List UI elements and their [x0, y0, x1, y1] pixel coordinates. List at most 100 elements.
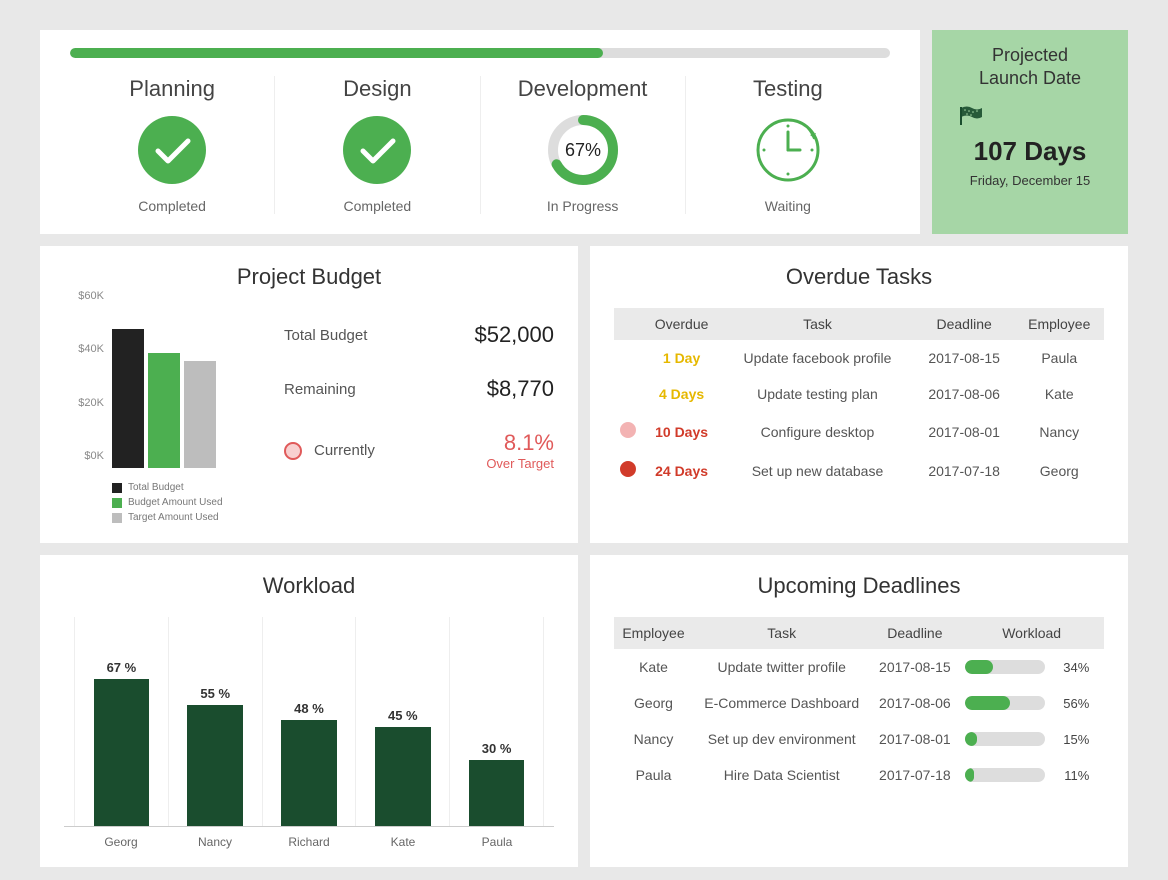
- phases-card: Planning Completed Design Completed Deve…: [40, 30, 920, 234]
- workload-bar: [281, 720, 337, 826]
- overdue-table: OverdueTaskDeadlineEmployee 1 Day Update…: [614, 308, 1104, 490]
- workload-label: Georg: [74, 835, 168, 849]
- workload-bar-col: 48 %: [262, 617, 356, 826]
- workload-pct: 56%: [1053, 696, 1089, 711]
- phase-testing: Testing Waiting: [685, 76, 890, 214]
- workload-bar-col: 30 %: [449, 617, 544, 826]
- total-budget-value: $52,000: [474, 322, 554, 348]
- table-row: 10 Days Configure desktop 2017-08-01 Nan…: [614, 412, 1104, 451]
- workload-bar-col: 55 %: [168, 617, 262, 826]
- budget-card: Project Budget $0K$20K$40K$60K Total Bud…: [40, 246, 578, 543]
- employee-cell: Kate: [614, 649, 693, 685]
- task-cell: Update twitter profile: [693, 649, 870, 685]
- employee-cell: Paula: [614, 757, 693, 793]
- task-cell: E-Commerce Dashboard: [693, 685, 870, 721]
- overdue-card: Overdue Tasks OverdueTaskDeadlineEmploye…: [590, 246, 1128, 543]
- task-cell: Update testing plan: [721, 376, 914, 412]
- phase-title: Planning: [70, 76, 274, 102]
- launch-date: Friday, December 15: [942, 173, 1118, 188]
- workload-value: 48 %: [294, 701, 324, 716]
- table-header: Employee: [1015, 308, 1104, 340]
- budget-title: Project Budget: [64, 264, 554, 290]
- deadline-cell: 2017-07-18: [870, 757, 959, 793]
- legend-item: Total Budget: [112, 480, 264, 495]
- phase-title: Testing: [686, 76, 890, 102]
- launch-card: Projected Launch Date 107 Days Friday, D…: [932, 30, 1128, 234]
- table-row: 24 Days Set up new database 2017-07-18 G…: [614, 451, 1104, 490]
- workload-pct: 11%: [1053, 768, 1089, 783]
- workload-pct: 34%: [1053, 660, 1089, 675]
- employee-cell: Nancy: [614, 721, 693, 757]
- phase-title: Design: [275, 76, 479, 102]
- workload-bar-col: 45 %: [355, 617, 449, 826]
- budget-bar: [184, 361, 216, 468]
- total-budget-label: Total Budget: [284, 327, 367, 344]
- remaining-value: $8,770: [487, 376, 554, 402]
- overdue-days: 4 Days: [642, 376, 721, 412]
- workload-label: Kate: [356, 835, 450, 849]
- clock-icon: [752, 114, 824, 186]
- y-axis-tick: $20K: [78, 397, 104, 409]
- workload-pill: [965, 732, 1045, 746]
- workload-value: 67 %: [107, 660, 137, 675]
- legend-item: Target Amount Used: [112, 510, 264, 525]
- workload-title: Workload: [64, 573, 554, 599]
- workload-value: 30 %: [482, 741, 512, 756]
- overall-progress-bar: [70, 48, 890, 58]
- task-cell: Set up new database: [721, 451, 914, 490]
- deadline-cell: 2017-08-06: [914, 376, 1015, 412]
- task-cell: Set up dev environment: [693, 721, 870, 757]
- table-header: Employee: [614, 617, 693, 649]
- task-cell: Update facebook profile: [721, 340, 914, 376]
- table-row: 4 Days Update testing plan 2017-08-06 Ka…: [614, 376, 1104, 412]
- phase-development: Development 67% In Progress: [480, 76, 685, 214]
- table-row: Paula Hire Data Scientist 2017-07-18 11%: [614, 757, 1104, 793]
- overdue-days: 10 Days: [642, 412, 721, 451]
- table-header: Workload: [959, 617, 1104, 649]
- phase-title: Development: [481, 76, 685, 102]
- workload-card: Workload 67 % 55 % 48 % 45 % 30 % GeorgN…: [40, 555, 578, 867]
- workload-label: Nancy: [168, 835, 262, 849]
- legend-item: Budget Amount Used: [112, 495, 264, 510]
- phase-planning: Planning Completed: [70, 76, 274, 214]
- phase-design: Design Completed: [274, 76, 479, 214]
- deadline-cell: 2017-08-01: [870, 721, 959, 757]
- over-target-icon: [284, 442, 302, 460]
- overall-progress-fill: [70, 48, 603, 58]
- workload-bar: [469, 760, 525, 826]
- employee-cell: Georg: [614, 685, 693, 721]
- workload-value: 45 %: [388, 708, 418, 723]
- workload-pct: 15%: [1053, 732, 1089, 747]
- launch-days: 107 Days: [942, 136, 1118, 167]
- y-axis-tick: $60K: [78, 290, 104, 302]
- upcoming-card: Upcoming Deadlines EmployeeTaskDeadlineW…: [590, 555, 1128, 867]
- table-header: Task: [721, 308, 914, 340]
- task-cell: Hire Data Scientist: [693, 757, 870, 793]
- check-icon: [341, 114, 413, 186]
- overdue-days: 1 Day: [642, 340, 721, 376]
- deadline-cell: 2017-08-15: [870, 649, 959, 685]
- budget-bar: [148, 353, 180, 468]
- table-row: Kate Update twitter profile 2017-08-15 3…: [614, 649, 1104, 685]
- over-target-label: Over Target: [486, 456, 554, 471]
- deadline-cell: 2017-08-15: [914, 340, 1015, 376]
- phase-status: Completed: [275, 198, 479, 214]
- table-row: 1 Day Update facebook profile 2017-08-15…: [614, 340, 1104, 376]
- workload-bar: [94, 679, 150, 826]
- svg-text:67%: 67%: [565, 140, 601, 160]
- flag-icon: [958, 105, 984, 132]
- y-axis-tick: $0K: [84, 450, 104, 462]
- launch-title: Projected Launch Date: [942, 44, 1118, 91]
- currently-label: Currently: [314, 442, 375, 459]
- workload-pill: [965, 768, 1045, 782]
- workload-bar: [187, 705, 243, 826]
- budget-bar: [112, 329, 144, 468]
- workload-pill: [965, 696, 1045, 710]
- budget-chart: $0K$20K$40K$60K Total BudgetBudget Amoun…: [64, 308, 264, 525]
- employee-cell: Nancy: [1015, 412, 1104, 451]
- upcoming-title: Upcoming Deadlines: [614, 573, 1104, 599]
- workload-value: 55 %: [200, 686, 230, 701]
- employee-cell: Kate: [1015, 376, 1104, 412]
- workload-chart: 67 % 55 % 48 % 45 % 30 %: [64, 617, 554, 827]
- table-header: Deadline: [914, 308, 1015, 340]
